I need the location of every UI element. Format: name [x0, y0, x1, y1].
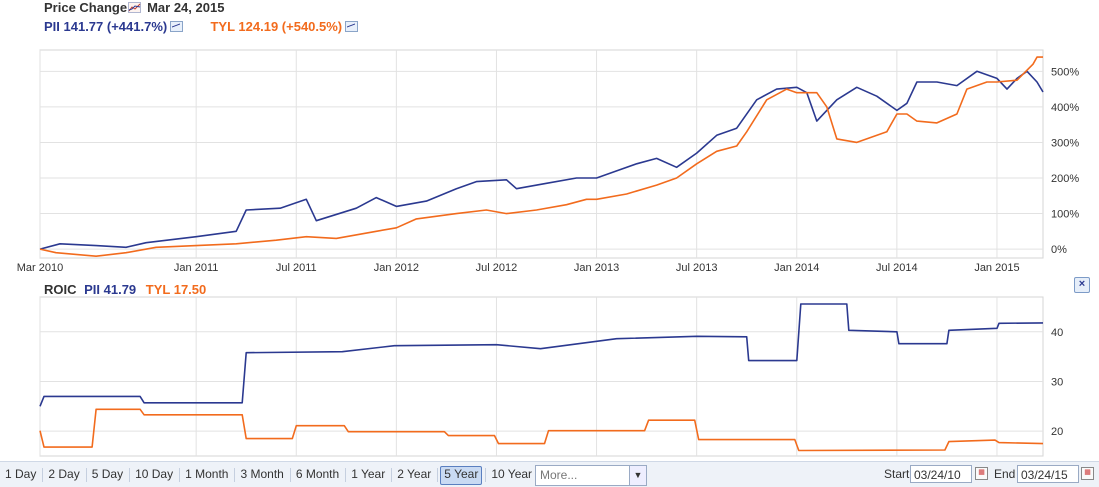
range-button-2-year[interactable]: 2 Year	[397, 467, 432, 481]
range-separator	[391, 468, 393, 482]
range-button-6-month[interactable]: 6 Month	[295, 467, 340, 481]
y-tick-label: 20	[1051, 426, 1063, 438]
range-separator	[85, 468, 87, 482]
y-tick-label: 500%	[1051, 66, 1079, 78]
range-button-5-day[interactable]: 5 Day	[91, 467, 124, 481]
end-calendar-icon[interactable]: ▦	[1081, 467, 1094, 480]
x-tick-label: Jul 2013	[676, 262, 718, 274]
range-button-10-day[interactable]: 10 Day	[135, 467, 174, 481]
series-line-tyl	[39, 408, 1044, 452]
roic-legend-pii: PII 41.79	[84, 282, 137, 297]
plot-area-roic	[39, 296, 1044, 457]
charts-svg: 0% 100% 200% 300% 400% 500% Mar 2010 Jan 2011 Ju…	[17, 49, 1079, 457]
chevron-down-icon[interactable]: ▼	[629, 466, 646, 485]
x-tick-label: Jul 2014	[876, 262, 918, 274]
price-legend: PII 141.77 (+441.7%) TYL 124.19 (+540.5%…	[44, 19, 359, 34]
series-line-tyl	[39, 56, 1043, 257]
range-separator	[42, 468, 44, 482]
y-tick-label: 40	[1051, 327, 1063, 339]
x-tick-label: Mar 2010	[17, 262, 63, 274]
range-separator	[437, 468, 439, 482]
range-separator	[485, 468, 487, 482]
x-tick-label: Jan 2013	[574, 262, 619, 274]
x-tick-label: Jan 2012	[374, 262, 419, 274]
range-toolbar: 1 Day 2 Day 5 Day 10 Day 1 Month 3 Month 6 Mon…	[0, 461, 1099, 487]
series-line-pii	[39, 303, 1044, 407]
series-line-pii	[39, 70, 1044, 250]
range-separator	[289, 468, 291, 482]
y-tick-label: 100%	[1051, 209, 1079, 221]
start-calendar-icon[interactable]: ▦	[975, 467, 988, 480]
plot-area-price	[39, 49, 1044, 259]
range-separator	[234, 468, 236, 482]
tyl-chart-icon[interactable]	[345, 21, 359, 33]
x-tick-label: Jan 2015	[974, 262, 1019, 274]
y-tick-label: 30	[1051, 376, 1063, 388]
range-button-1-day[interactable]: 1 Day	[5, 467, 37, 481]
start-date-input[interactable]: 03/24/10	[910, 465, 972, 483]
y-tick-label: 400%	[1051, 102, 1079, 114]
start-label: Start	[884, 467, 910, 481]
x-tick-label: Jul 2012	[476, 262, 518, 274]
close-roic-panel-button[interactable]: ×	[1074, 277, 1090, 293]
y-tick-label: 0%	[1051, 244, 1067, 256]
more-select-label: More...	[540, 468, 578, 482]
x-tick-label: Jan 2011	[174, 262, 218, 274]
roic-title: ROIC	[44, 282, 77, 297]
price-change-header: Price Change Mar 24, 2015	[44, 0, 224, 15]
range-button-1-month[interactable]: 1 Month	[185, 467, 229, 481]
range-separator	[129, 468, 131, 482]
y-tick-label: 200%	[1051, 173, 1079, 185]
price-change-title: Price Change	[44, 0, 128, 15]
legend-pii: PII 141.77 (+441.7%)	[44, 19, 168, 34]
range-button-10-year[interactable]: 10 Year	[491, 467, 533, 481]
roic-legend-tyl: TYL 17.50	[145, 282, 207, 297]
x-tick-label: Jan 2014	[774, 262, 819, 274]
legend-tyl: TYL 124.19 (+540.5%)	[210, 19, 343, 34]
y-tick-label: 300%	[1051, 137, 1079, 149]
pii-chart-icon[interactable]	[170, 21, 184, 33]
roic-header: ROIC PII 41.79 TYL 17.50	[44, 282, 206, 297]
range-separator	[179, 468, 181, 482]
range-button-5-year[interactable]: 5 Year	[440, 466, 483, 485]
more-ranges-select[interactable]: More... ▼	[535, 465, 647, 486]
range-separator	[345, 468, 347, 482]
end-label: End	[994, 467, 1016, 481]
chart-type-icon[interactable]	[128, 1, 142, 14]
price-change-date: Mar 24, 2015	[147, 0, 225, 15]
range-button-2-day[interactable]: 2 Day	[48, 467, 80, 481]
end-date-input[interactable]: 03/24/15	[1017, 465, 1079, 483]
range-button-3-month[interactable]: 3 Month	[240, 467, 284, 481]
x-tick-label: Jul 2011	[276, 262, 317, 274]
range-button-1-year[interactable]: 1 Year	[351, 467, 386, 481]
